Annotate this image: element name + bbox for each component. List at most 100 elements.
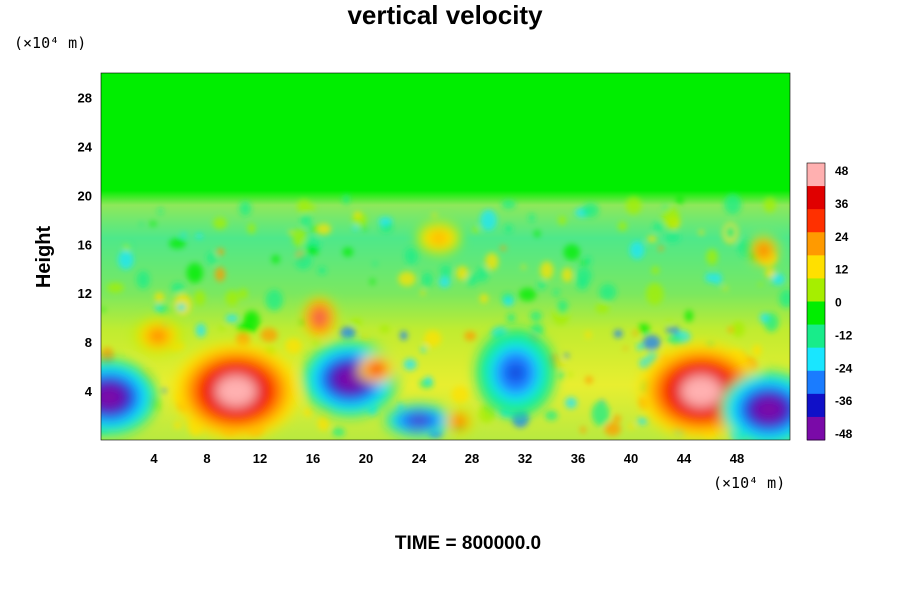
turbulence-cell [339,326,356,339]
turbulence-cell [300,214,312,227]
colorbar-swatch [807,232,825,256]
turbulence-cell [316,223,332,235]
turbulence-cell [149,221,157,227]
turbulence-cell [625,196,642,215]
heatmap-plot-area [101,73,790,440]
x-tick-label: 40 [624,451,638,466]
turbulence-cell [306,245,319,256]
turbulence-cell [676,195,684,205]
turbulence-cell [299,320,306,325]
x-tick-label: 16 [306,451,320,466]
turbulence-cell [595,303,610,314]
turbulence-cell [451,386,469,404]
feature-ring [316,314,323,321]
turbulence-cell [404,247,419,265]
turbulence-cell [540,261,554,280]
turbulence-cell [464,331,477,341]
y-axis-label: Height [33,226,55,289]
turbulence-cell [206,251,217,265]
turbulence-cell [465,273,478,286]
turbulence-cell [552,358,564,370]
turbulence-cell [503,297,514,307]
turbulence-cell [136,270,150,289]
x-axis-unit: (×10⁴ m) [713,474,785,492]
turbulence-cell [161,388,168,393]
turbulence-cell [225,314,239,323]
turbulence-cell [485,252,499,271]
turbulence-cell [736,239,754,252]
y-tick-label: 12 [78,286,92,301]
feature-ring [456,419,462,424]
turbulence-cell [684,309,694,322]
turbulence-cell [665,327,673,333]
turbulence-cell [154,305,161,312]
turbulence-cell [528,213,536,222]
turbulence-cell [420,289,426,296]
colorbar-tick-label: -36 [835,394,853,408]
x-tick-label: 12 [253,451,267,466]
turbulence-cell [591,401,610,426]
x-tick-label: 24 [412,451,427,466]
turbulence-cell [379,325,390,333]
turbulence-cell [584,331,592,339]
feature-ring [760,403,777,416]
turbulence-cell [238,288,248,300]
turbulence-cell [629,241,645,260]
turbulence-cell [260,327,278,343]
turbulence-cell [672,326,679,335]
x-tick-label: 20 [359,451,373,466]
turbulence-cell [169,238,186,249]
turbulence-cell [295,253,312,270]
y-tick-label: 24 [78,139,93,154]
y-tick-label: 20 [78,188,92,203]
turbulence-cell [771,273,785,286]
turbulence-cell [530,311,542,322]
x-tick-label: 44 [677,451,692,466]
turbulence-cell [424,330,442,347]
turbulence-cell [169,307,175,312]
turbulence-cell [518,288,537,302]
turbulence-cell [154,292,165,303]
turbulence-cell [712,272,722,285]
turbulence-cell [352,225,358,232]
x-tick-label: 4 [150,451,158,466]
turbulence-cell [633,330,638,336]
turbulence-cell [537,280,546,290]
feature-ring [153,333,162,340]
turbulence-cell [310,225,319,232]
feature-ring [101,390,117,404]
y-tick-label: 16 [78,237,92,252]
turbulence-cell [471,227,480,233]
turbulence-cell [350,318,363,326]
feature-ring [373,366,380,372]
turbulence-cell [563,244,580,261]
turbulence-cell [706,248,718,265]
turbulence-cell [176,303,187,312]
y-axis-unit: (×10⁴ m) [14,34,86,52]
turbulence-cell [174,421,182,430]
turbulence-cell [552,289,560,296]
turbulence-cell [439,264,452,278]
y-axis-ticks: 4 8 12 16 20 24 28 [78,90,93,399]
turbulence-cell [342,247,354,257]
turbulence-cell [534,230,541,238]
turbulence-cell [310,204,316,211]
turbulence-cell [246,316,254,322]
colorbar-tick-label: 12 [835,263,849,277]
turbulence-cell [558,215,567,225]
turbulence-cell [271,255,280,264]
colorbar-swatch [807,255,825,279]
turbulence-cell [604,422,621,436]
colorbar-swatch [807,163,825,187]
turbulence-cell [362,226,367,231]
turbulence-cell [193,290,206,306]
turbulence-cell [500,245,507,251]
turbulence-cell [731,321,745,338]
turbulence-cell [599,283,617,301]
turbulence-cell [501,199,516,210]
chart-title: vertical velocity [347,0,543,30]
turbulence-cell [665,232,681,243]
feature-ring [761,248,766,253]
turbulence-cell [421,272,434,288]
turbulence-cell [285,338,302,354]
